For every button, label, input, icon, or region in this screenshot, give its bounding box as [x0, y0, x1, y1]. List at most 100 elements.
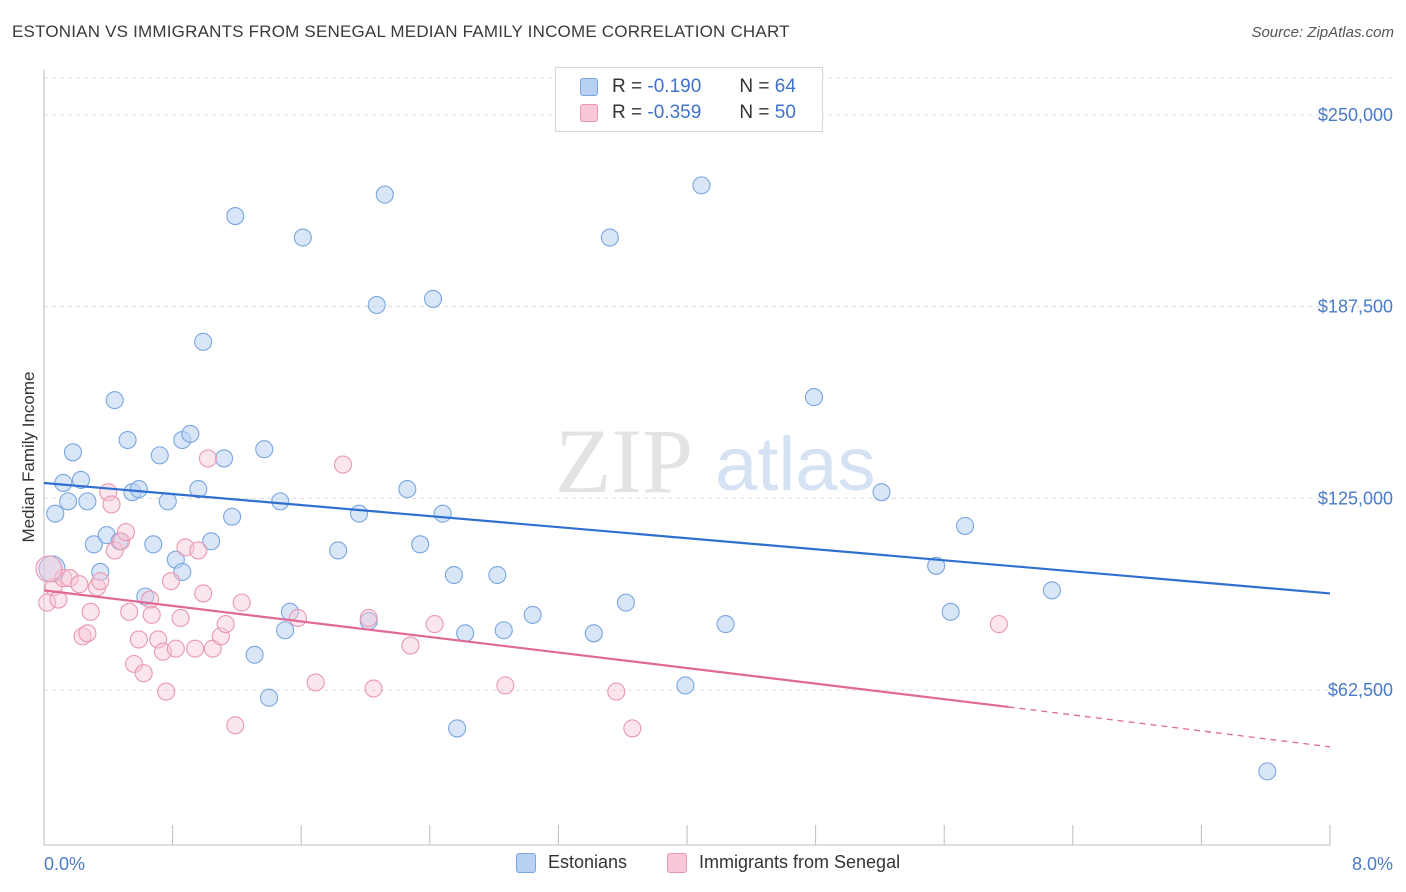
point-estonians [584, 624, 603, 643]
point-estonians [456, 624, 475, 643]
y-tick-labels: $62,500 $125,000 $187,500 $250,000 [1318, 105, 1393, 700]
point-estonians [616, 593, 635, 612]
legend-row-estonians: R = -0.190 N = 64 [580, 76, 796, 98]
point-estonians [941, 602, 960, 621]
point-senegal [129, 630, 148, 649]
legend-swatch-senegal [580, 104, 598, 122]
stats-legend: R = -0.190 N = 64 R = -0.359 N = 50 [555, 67, 823, 132]
point-senegal [189, 541, 208, 560]
point-senegal [120, 602, 139, 621]
y-tick-label: $187,500 [1318, 297, 1393, 317]
point-estonians [71, 470, 91, 489]
point-senegal [198, 449, 218, 468]
point-estonians [398, 480, 417, 499]
point-senegal [161, 572, 181, 591]
point-estonians [136, 587, 155, 606]
point-estonians [433, 504, 452, 523]
x-tick-label-min: 0.0% [44, 854, 85, 874]
data-points [35, 176, 1277, 781]
point-senegal [105, 541, 124, 560]
point-estonians [716, 615, 735, 634]
point-estonians [1258, 762, 1277, 781]
y-tick-label: $62,500 [1328, 680, 1393, 700]
point-estonians [91, 562, 110, 581]
point-senegal [359, 608, 378, 628]
point-senegal [116, 523, 136, 542]
trend-line-estonians [43, 481, 1331, 595]
legend-r-value: -0.359 [647, 102, 702, 123]
point-estonians [367, 295, 386, 315]
point-estonians [181, 424, 200, 443]
point-senegal [226, 716, 245, 735]
point-estonians [448, 719, 467, 738]
point-estonians [202, 532, 221, 551]
point-senegal [607, 682, 626, 701]
point-estonians [259, 688, 279, 707]
point-estonians [194, 332, 213, 351]
point-estonians [872, 483, 891, 502]
legend-n-value: 50 [774, 102, 796, 123]
point-senegal [166, 639, 185, 658]
source-label: Source: ZipAtlas.com [1251, 24, 1394, 41]
point-senegal [73, 627, 92, 646]
legend-n-label: N = [739, 76, 770, 97]
point-estonians [84, 535, 103, 554]
point-estonians [118, 430, 137, 450]
point-estonians [226, 207, 245, 226]
trend-line-senegal-extension [1008, 706, 1331, 748]
point-estonians [223, 507, 242, 526]
legend-n-value: 64 [774, 76, 796, 97]
series-legend-estonians: Estonians [516, 852, 627, 873]
point-senegal [186, 639, 205, 658]
point-estonians [271, 492, 290, 511]
point-estonians [927, 556, 946, 575]
point-senegal [134, 664, 153, 683]
point-estonians [423, 289, 443, 308]
point-senegal [60, 569, 79, 588]
trend-line-senegal [43, 589, 1009, 709]
point-estonians [276, 621, 295, 640]
point-estonians [293, 228, 312, 247]
point-senegal [157, 682, 176, 701]
series-legend: Estonians Immigrants from Senegal [0, 852, 1406, 878]
legend-r-label: R = [612, 76, 643, 97]
point-senegal [81, 602, 100, 621]
point-estonians [129, 480, 148, 499]
point-estonians [63, 443, 82, 462]
point-estonians [411, 535, 430, 554]
point-senegal [38, 593, 57, 612]
point-estonians [600, 228, 619, 247]
point-senegal [78, 624, 97, 643]
point-estonians [105, 391, 124, 410]
point-estonians [78, 492, 97, 511]
point-senegal [141, 590, 160, 609]
point-senegal [216, 615, 235, 634]
point-senegal [401, 636, 420, 655]
point-estonians [255, 440, 274, 459]
point-estonians [54, 473, 73, 493]
point-estonians [676, 676, 695, 695]
legend-r-label: R = [612, 102, 643, 123]
y-tick-label: $250,000 [1318, 105, 1393, 125]
watermark-zip: ZIP [555, 410, 693, 512]
point-senegal [306, 673, 325, 692]
legend-n-label: N = [739, 102, 770, 123]
point-estonians [46, 504, 65, 523]
point-senegal [124, 654, 144, 674]
point-senegal [35, 555, 63, 583]
point-estonians [956, 516, 975, 535]
axes [43, 70, 1331, 846]
point-senegal [54, 569, 73, 588]
point-estonians [523, 605, 542, 624]
series-legend-label: Immigrants from Senegal [699, 852, 901, 872]
y-axis-label: Median Family Income [19, 371, 38, 542]
point-estonians [488, 565, 507, 585]
point-senegal [232, 593, 251, 612]
point-estonians [59, 492, 78, 511]
legend-r-value: -0.190 [647, 76, 702, 97]
x-tick-label-max: 8.0% [1352, 854, 1393, 874]
series-legend-swatch-senegal [667, 852, 687, 873]
point-senegal [288, 608, 308, 628]
point-senegal [364, 679, 383, 698]
y-tick-label: $125,000 [1318, 488, 1393, 508]
